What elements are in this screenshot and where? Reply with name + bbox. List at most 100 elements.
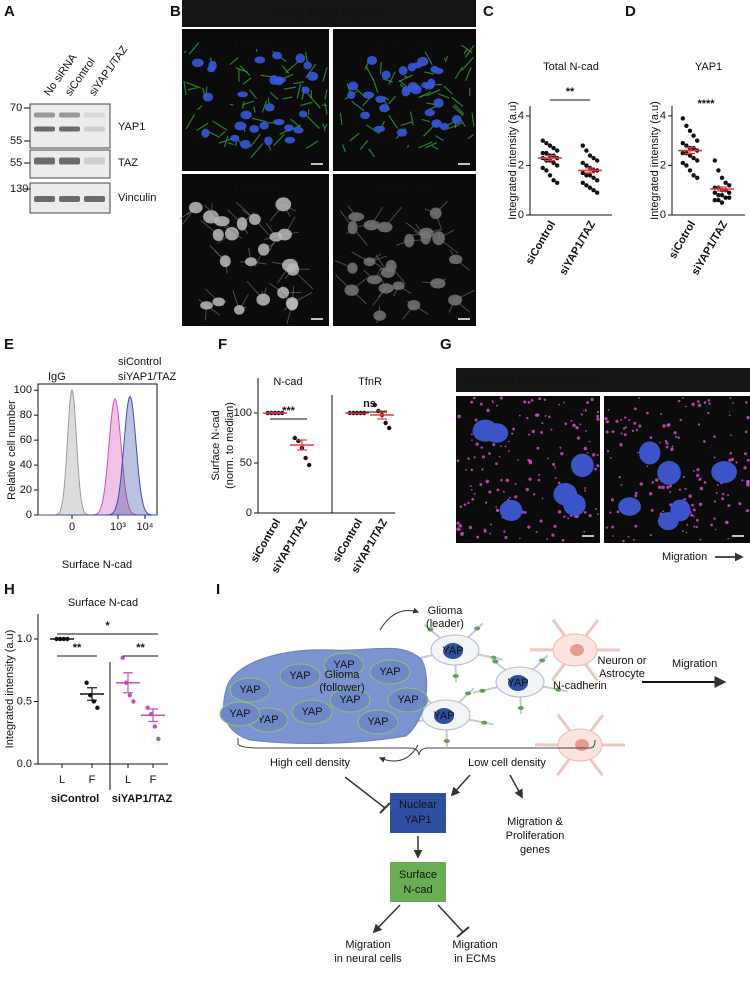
puncta xyxy=(544,415,547,418)
puncta xyxy=(682,530,684,533)
data-point xyxy=(587,173,593,178)
y-axis-label: Integrated intensity (a.u) xyxy=(4,630,16,749)
nucleus xyxy=(396,128,408,137)
condition-label: siControl xyxy=(234,38,277,50)
cell xyxy=(378,283,394,294)
nucleus xyxy=(424,82,435,90)
data-point xyxy=(719,200,725,205)
puncta xyxy=(583,511,587,514)
data-point xyxy=(584,173,589,178)
nucleus xyxy=(381,70,391,80)
nucleus xyxy=(264,136,273,146)
fiber xyxy=(185,114,195,130)
fiber xyxy=(424,51,433,66)
yap-label: YAP xyxy=(333,659,354,671)
fiber xyxy=(398,74,413,83)
data-point xyxy=(307,462,312,468)
band-label: TAZ xyxy=(118,157,138,169)
category-label: L xyxy=(59,774,65,786)
group-label: siYAP1/TAZ xyxy=(112,793,173,805)
fiber xyxy=(229,57,239,66)
puncta xyxy=(465,468,467,471)
data-point xyxy=(551,160,556,166)
cell xyxy=(219,255,231,268)
cell xyxy=(256,293,271,306)
data-point xyxy=(580,143,585,148)
nucleus xyxy=(412,62,423,69)
yap-label: YAP xyxy=(339,694,360,706)
puncta xyxy=(665,441,669,445)
puncta xyxy=(650,508,654,512)
data-point xyxy=(716,192,721,198)
puncta xyxy=(657,485,662,489)
puncta xyxy=(673,431,677,435)
puncta xyxy=(703,401,707,404)
fiber xyxy=(290,118,302,129)
puncta xyxy=(526,416,529,420)
y-tick-label: 2 xyxy=(518,159,524,171)
fiber xyxy=(305,140,319,149)
puncta xyxy=(624,426,627,429)
puncta xyxy=(708,402,711,405)
cell xyxy=(432,231,445,246)
nucleus xyxy=(657,460,681,485)
y-axis-label: Surface N-cad xyxy=(210,410,222,480)
significance-label: ns xyxy=(363,398,376,410)
cell xyxy=(212,297,225,307)
puncta xyxy=(474,418,478,422)
follower-cell xyxy=(357,709,399,735)
fiber xyxy=(426,89,441,97)
puncta xyxy=(634,494,638,498)
puncta xyxy=(525,487,530,492)
condition-label: siControl xyxy=(234,183,277,195)
fiber xyxy=(253,106,256,113)
nucleus xyxy=(284,124,294,132)
stain-bar xyxy=(182,0,476,27)
fiber xyxy=(365,124,380,135)
puncta xyxy=(461,531,464,535)
puncta xyxy=(495,508,500,513)
y-axis-label: Integrated intensity (a.u) xyxy=(649,101,661,220)
category-label: F xyxy=(89,774,96,786)
fiber xyxy=(471,112,475,127)
yap-label: YAP xyxy=(301,706,322,718)
nucleus xyxy=(272,51,283,60)
puncta xyxy=(604,416,608,421)
data-point xyxy=(691,133,696,138)
puncta xyxy=(504,535,508,540)
marker-label: 55 xyxy=(10,157,22,169)
puncta xyxy=(664,439,668,443)
puncta xyxy=(481,455,486,459)
fiber xyxy=(359,139,369,150)
puncta xyxy=(605,430,609,434)
cell xyxy=(373,310,387,321)
nucleus xyxy=(570,453,594,477)
puncta xyxy=(527,525,531,529)
puncta xyxy=(469,485,472,488)
cell xyxy=(404,233,415,248)
data-point xyxy=(584,148,589,153)
arrow xyxy=(509,774,523,799)
cell xyxy=(347,262,358,274)
significance-label: * xyxy=(105,620,110,632)
fiber xyxy=(250,142,264,159)
puncta xyxy=(470,488,473,491)
puncta xyxy=(743,452,748,456)
puncta xyxy=(671,445,674,448)
nucleus xyxy=(347,91,356,100)
fiber xyxy=(242,100,255,106)
fiber xyxy=(251,117,267,123)
puncta xyxy=(470,433,473,436)
puncta xyxy=(596,414,600,418)
fiber xyxy=(235,67,249,73)
puncta xyxy=(611,525,615,529)
fiber xyxy=(351,100,365,112)
nucleus xyxy=(398,66,408,76)
cell xyxy=(236,217,248,231)
migration-label: Migration xyxy=(672,658,717,670)
puncta xyxy=(495,505,498,508)
follower-cell xyxy=(279,663,321,689)
outcome-label: in ECMs xyxy=(454,953,496,965)
nucleus xyxy=(240,110,252,120)
